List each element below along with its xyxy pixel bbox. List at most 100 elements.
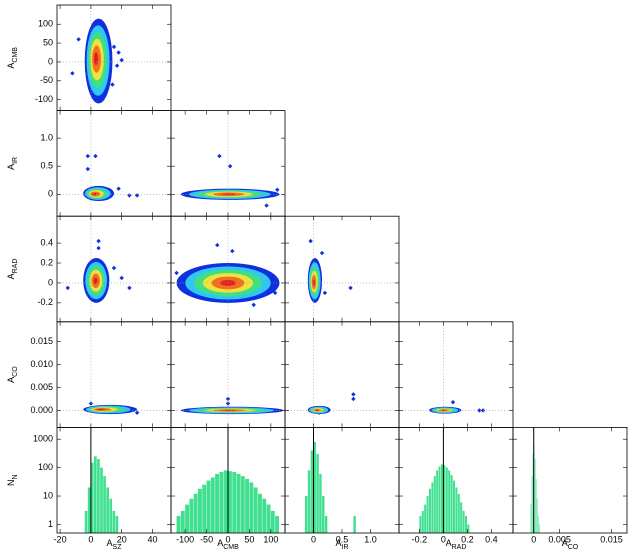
panel-frame — [512, 426, 628, 534]
x-tick-label: 0.005 — [548, 534, 571, 544]
histogram-bar — [106, 487, 109, 533]
histogram-bar — [202, 484, 207, 533]
panel — [171, 216, 285, 322]
histogram-bar — [538, 524, 540, 533]
histogram-bar — [262, 498, 267, 533]
outlier — [110, 82, 115, 87]
y-tick-label: -0.2 — [37, 297, 53, 307]
outlier — [65, 285, 70, 291]
x-tick-label: 0 — [225, 534, 230, 544]
histogram-bar — [275, 515, 280, 533]
outlier — [319, 250, 325, 256]
panel — [419, 427, 470, 533]
x-tick-label: 0.015 — [600, 534, 623, 544]
outlier — [134, 410, 140, 415]
outlier — [96, 245, 101, 251]
x-tick-label: 0 — [441, 534, 446, 544]
histogram-bar — [189, 498, 194, 533]
histogram-bar — [258, 493, 262, 533]
axis-label-sub: RAD — [12, 259, 19, 274]
panel — [171, 110, 285, 217]
histogram-bar — [304, 496, 308, 533]
axis-label: ACO — [6, 366, 18, 383]
histogram-bar — [424, 504, 427, 533]
axis-label-main: A — [217, 538, 223, 548]
histogram-bar — [198, 488, 202, 533]
histogram-bar — [97, 459, 100, 533]
panel-frame — [284, 426, 400, 534]
histogram-bar — [240, 476, 245, 533]
axis-label-main: A — [6, 164, 16, 170]
histogram-bar — [324, 515, 328, 533]
histogram-bar — [90, 462, 94, 533]
y-tick-label: 1000 — [33, 434, 53, 444]
axis-label-sub: SZ — [113, 544, 123, 551]
histogram-bar — [176, 515, 181, 533]
histogram-bar — [100, 467, 103, 533]
x-tick-label: 0 — [311, 534, 316, 544]
histogram-bar — [223, 470, 228, 533]
y-tick-label: 1.0 — [40, 132, 53, 142]
histogram-bar — [426, 496, 429, 533]
outlier — [351, 392, 356, 397]
x-tick-label: -100 — [176, 534, 194, 544]
y-tick-label: 1 — [48, 519, 53, 529]
x-tick-label: 1.0 — [364, 534, 377, 544]
outlier — [127, 193, 132, 198]
x-tick-label: 0 — [88, 534, 93, 544]
histogram-bar — [103, 476, 106, 533]
outlier — [116, 50, 121, 55]
outlier — [264, 203, 269, 208]
panel-frame — [284, 215, 400, 323]
panel — [57, 110, 171, 217]
histogram-bar — [307, 470, 311, 533]
axis-label-main: A — [107, 538, 113, 548]
outlier — [119, 275, 124, 281]
x-tick-label: 20 — [117, 534, 127, 544]
histogram-bar — [232, 472, 237, 533]
outlier — [450, 399, 456, 405]
histogram-bar — [115, 515, 119, 533]
histogram-bar — [462, 510, 465, 533]
histogram-bar — [431, 482, 434, 533]
axis-label-main: A — [6, 273, 16, 279]
x-tick-label: 100 — [263, 534, 278, 544]
histogram-bar — [180, 510, 185, 533]
panel — [57, 216, 171, 322]
y-tick-label: 0.2 — [40, 257, 53, 267]
density-level — [92, 193, 98, 196]
x-tick-label: -0.2 — [412, 534, 428, 544]
axis-label: ASZ — [107, 538, 123, 550]
histogram-bar — [316, 454, 319, 533]
histogram-bar — [536, 498, 538, 533]
histogram-bar — [215, 473, 220, 533]
y-tick-label: 0.000 — [30, 405, 53, 415]
x-tick-label: -20 — [54, 534, 67, 544]
outlier — [351, 396, 356, 402]
axis-label: ACMB — [6, 47, 18, 69]
histogram-bar — [534, 459, 536, 533]
histogram-bar — [253, 487, 258, 533]
histogram-bar — [84, 510, 88, 533]
panel — [57, 5, 171, 111]
y-tick-label: 100 — [38, 462, 53, 472]
y-tick-label: 0 — [48, 56, 53, 66]
histogram-bar — [270, 510, 275, 533]
axis-label-sub: CO — [568, 544, 579, 551]
y-tick-label: 0.4 — [40, 237, 53, 247]
axis-label-sub: CMB — [223, 544, 239, 551]
outlier — [322, 290, 328, 296]
axis-label-sub: IR — [342, 544, 349, 551]
histogram-bar — [436, 470, 439, 533]
outlier — [251, 302, 256, 308]
axis-label-main: A — [6, 377, 16, 383]
axis-label-sub: IR — [12, 157, 19, 164]
histogram-bar — [109, 498, 113, 533]
histogram-bar — [438, 466, 441, 533]
panel — [285, 321, 399, 428]
axis-label: ARAD — [446, 538, 467, 550]
outlier — [85, 153, 91, 159]
outlier — [230, 248, 235, 254]
panel — [304, 427, 356, 533]
y-tick-label: -100 — [35, 94, 53, 104]
